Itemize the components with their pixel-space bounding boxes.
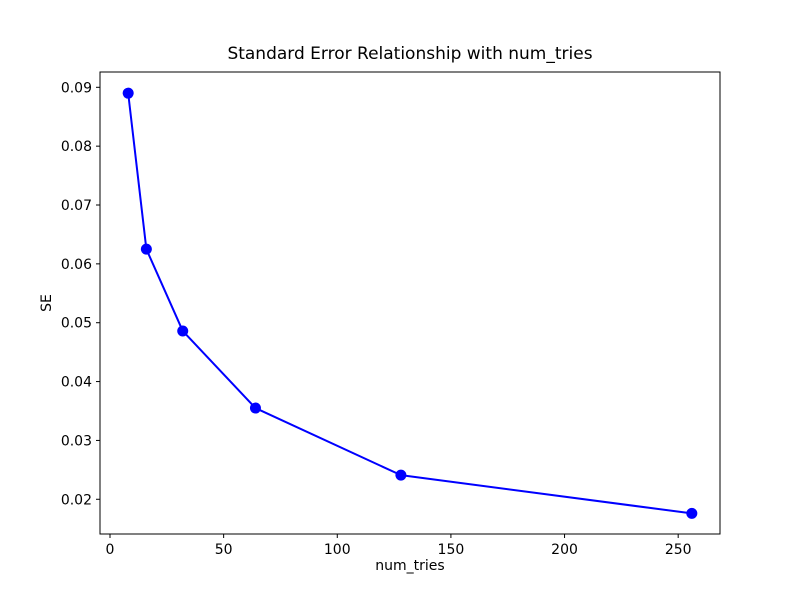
x-tick-label: 50: [215, 542, 233, 558]
data-point-marker: [686, 507, 698, 519]
x-tick-label: 200: [551, 542, 578, 558]
y-tick-label: 0.04: [61, 375, 92, 391]
y-tick-label: 0.03: [61, 433, 92, 449]
data-point-marker: [140, 243, 152, 255]
x-tick-label: 100: [324, 542, 351, 558]
y-tick-label: 0.07: [61, 198, 92, 214]
data-point-marker: [395, 469, 407, 481]
x-tick-label: 150: [438, 542, 465, 558]
data-point-marker: [177, 325, 189, 337]
y-axis-label: SE: [39, 294, 55, 312]
chart-title: Standard Error Relationship with num_tri…: [227, 44, 593, 64]
axes-frame: [99, 71, 721, 535]
y-tick-label: 0.08: [61, 139, 92, 155]
y-tick-label: 0.02: [61, 492, 92, 508]
data-point-marker: [249, 402, 261, 414]
data-point-marker: [122, 87, 134, 99]
x-tick-label: 250: [665, 542, 692, 558]
data-line: [127, 92, 693, 515]
x-tick-label: 0: [106, 542, 115, 558]
y-tick-label: 0.09: [61, 80, 92, 96]
y-tick-label: 0.06: [61, 257, 92, 273]
x-axis-label: num_tries: [375, 558, 445, 574]
y-tick-label: 0.05: [61, 316, 92, 332]
